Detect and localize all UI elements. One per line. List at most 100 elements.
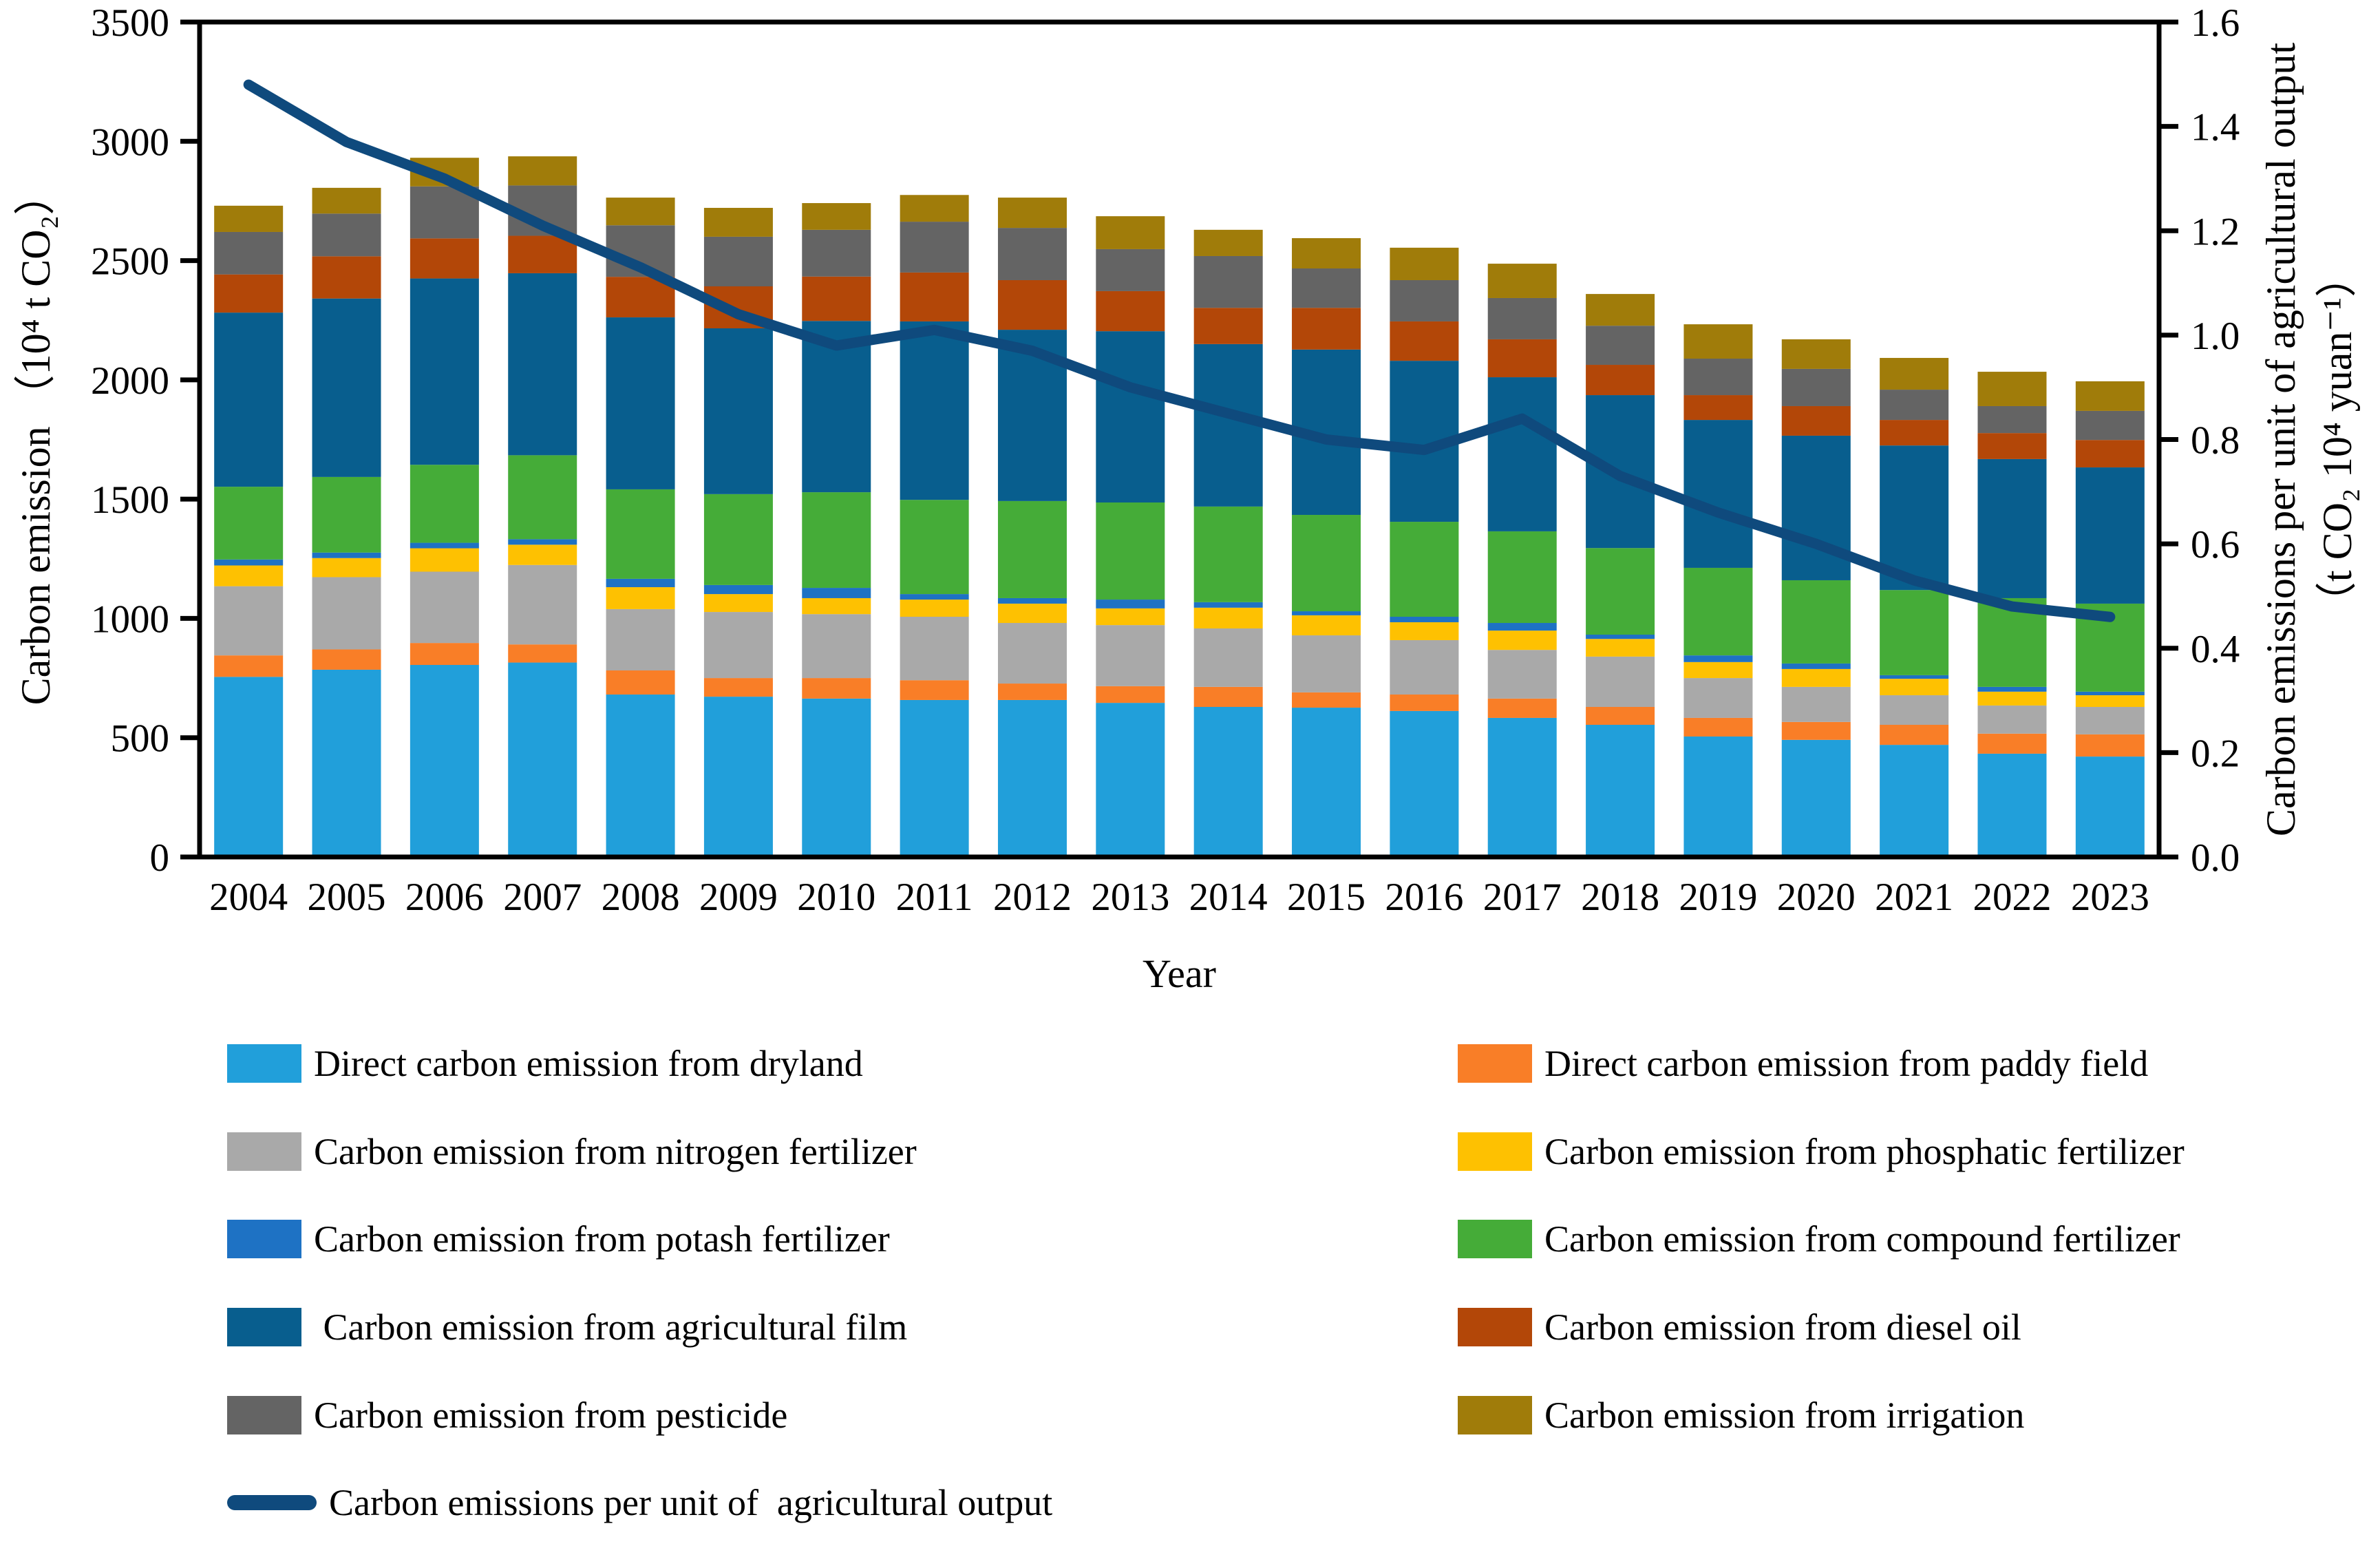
right-axis-tick-label: 1.4 <box>2191 106 2240 149</box>
bar-segment-potash-fertilizer <box>900 594 969 600</box>
bar-segment-compound-fertilizer <box>1880 590 1949 675</box>
x-axis-tick-label: 2021 <box>1875 876 1953 919</box>
bar-segment-nitrogen-fertilizer <box>410 571 479 644</box>
bar-segment-potash-fertilizer <box>312 552 381 558</box>
bar-segment-pesticide <box>900 222 969 273</box>
right-axis-tick-label: 0.2 <box>2191 732 2240 775</box>
bar-segment-nitrogen-fertilizer <box>1586 656 1655 708</box>
legend-item-irrigation: Carbon emission from irrigation <box>1458 1372 2024 1459</box>
bar-segment-nitrogen-fertilizer <box>214 586 284 656</box>
bar-segment-paddy-field <box>214 655 284 677</box>
bar-segment-agricultural-film <box>606 317 675 489</box>
x-axis-tick-label: 2007 <box>503 876 582 919</box>
bar-segment-potash-fertilizer <box>1193 602 1263 608</box>
legend-item-nitrogen-fertilizer: Carbon emission from nitrogen fertilizer <box>227 1108 917 1195</box>
bar-segment-pesticide <box>997 228 1067 280</box>
left-axis: 0 500 1000 1500 2000 2500 3000 3500 <box>91 1 200 880</box>
legend-label-compound-fertilizer: Carbon emission from compound fertilizer <box>1544 1218 2180 1260</box>
bar-segment-diesel-oil <box>410 238 479 279</box>
left-axis-tick-label: 1000 <box>91 597 169 641</box>
legend-item-pesticide: Carbon emission from pesticide <box>227 1372 787 1459</box>
stacked-bars <box>214 156 2145 857</box>
bar-segment-diesel-oil <box>997 279 1067 330</box>
legend-label-agricultural-film: Carbon emission from agricultural film <box>314 1306 908 1348</box>
bar-segment-pesticide <box>1977 405 2047 434</box>
bar-segment-irrigation <box>214 205 284 232</box>
bar-segment-irrigation <box>1487 264 1557 298</box>
bar-segment-irrigation <box>997 198 1067 229</box>
legend-item-potash-fertilizer: Carbon emission from potash fertilizer <box>227 1196 890 1282</box>
legend-swatch-diesel-oil <box>1458 1308 1532 1346</box>
bar-segment-irrigation <box>1683 324 1753 359</box>
x-axis-tick-label: 2012 <box>993 876 1072 919</box>
bar-series-nitrogen-fertilizer <box>214 564 2145 734</box>
right-axis-tick-label: 0.6 <box>2191 523 2240 566</box>
bar-segment-irrigation <box>1781 339 1851 369</box>
x-axis-tick-label: 2013 <box>1091 876 1169 919</box>
intensity-line <box>243 79 2116 622</box>
legend-label-dryland: Direct carbon emission from dryland <box>314 1043 863 1084</box>
bar-segment-pesticide <box>1390 279 1459 321</box>
bar-series-diesel-oil <box>214 235 2145 468</box>
bar-segment-paddy-field <box>1390 694 1459 711</box>
bar-segment-phosphatic-fertilizer <box>606 587 675 609</box>
bar-segment-dryland <box>312 669 381 857</box>
x-axis-tick-label: 2020 <box>1777 876 1856 919</box>
bar-segment-potash-fertilizer <box>997 597 1067 604</box>
bar-segment-paddy-field <box>508 644 577 663</box>
bar-segment-potash-fertilizer <box>606 578 675 588</box>
bar-segment-pesticide <box>2075 410 2145 441</box>
bar-segment-phosphatic-fertilizer <box>312 558 381 578</box>
bar-segment-pesticide <box>1193 255 1263 308</box>
bar-segment-diesel-oil <box>1193 308 1263 344</box>
bar-segment-dryland <box>606 694 675 857</box>
x-axis-tick-label: 2010 <box>797 876 875 919</box>
bar-segment-compound-fertilizer <box>1193 506 1263 602</box>
bar-segment-diesel-oil <box>1781 405 1851 436</box>
bar-segment-compound-fertilizer <box>214 487 284 560</box>
bar-segment-paddy-field <box>410 643 479 666</box>
left-axis-tick-label: 2500 <box>91 240 169 284</box>
bar-segment-agricultural-film <box>703 328 773 494</box>
bar-segment-paddy-field <box>1977 733 2047 754</box>
bar-segment-irrigation <box>1096 216 1165 249</box>
legend-swatch-agricultural-film <box>227 1308 301 1346</box>
legend-label-potash-fertilizer: Carbon emission from potash fertilizer <box>314 1218 890 1260</box>
legend-item-compound-fertilizer: Carbon emission from compound fertilizer <box>1458 1196 2180 1282</box>
bar-segment-irrigation <box>606 198 675 226</box>
bar-segment-paddy-field <box>997 684 1067 700</box>
bar-series-paddy-field <box>214 643 2145 757</box>
bar-segment-phosphatic-fertilizer <box>1487 631 1557 650</box>
left-axis-title: Carbon emission （10⁴ t CO₂） <box>13 174 59 706</box>
bar-segment-paddy-field <box>1781 721 1851 740</box>
bar-series-phosphatic-fertilizer <box>214 544 2145 708</box>
bar-segment-agricultural-film <box>1977 458 2047 598</box>
bar-segment-phosphatic-fertilizer <box>1880 679 1949 696</box>
bar-segment-dryland <box>1683 736 1753 857</box>
x-axis: 2004 2005 2006 2007 2008 2009 2010 2011 2012 2013… <box>209 876 2149 996</box>
legend-swatch-irrigation <box>1458 1396 1532 1434</box>
legend-swatch-potash-fertilizer <box>227 1220 301 1258</box>
bar-segment-diesel-oil <box>900 272 969 321</box>
bar-segment-nitrogen-fertilizer <box>900 617 969 681</box>
bar-segment-potash-fertilizer <box>2075 691 2145 696</box>
bar-segment-nitrogen-fertilizer <box>1390 639 1459 695</box>
bar-segment-potash-fertilizer <box>1487 623 1557 631</box>
legend-item-dryland: Direct carbon emission from dryland <box>227 1020 863 1107</box>
bar-segment-compound-fertilizer <box>1487 531 1557 624</box>
bar-segment-paddy-field <box>1193 686 1263 708</box>
bar-segment-diesel-oil <box>1977 433 2047 459</box>
bar-segment-dryland <box>2075 756 2145 857</box>
bar-segment-phosphatic-fertilizer <box>410 548 479 572</box>
right-axis-title: Carbon emissions per unit of agricultura… <box>2258 43 2304 836</box>
x-axis-tick-label: 2006 <box>405 876 484 919</box>
bar-segment-phosphatic-fertilizer <box>1193 607 1263 628</box>
bar-segment-diesel-oil <box>508 235 577 273</box>
bar-segment-dryland <box>1390 710 1459 857</box>
bar-segment-diesel-oil <box>2075 440 2145 468</box>
bar-segment-agricultural-film <box>1880 445 1949 591</box>
legend-label-phosphatic-fertilizer: Carbon emission from phosphatic fertiliz… <box>1544 1131 2185 1172</box>
bar-segment-pesticide <box>1880 390 1949 421</box>
x-axis-tick-label: 2022 <box>1973 876 2051 919</box>
bar-segment-dryland <box>214 677 284 857</box>
